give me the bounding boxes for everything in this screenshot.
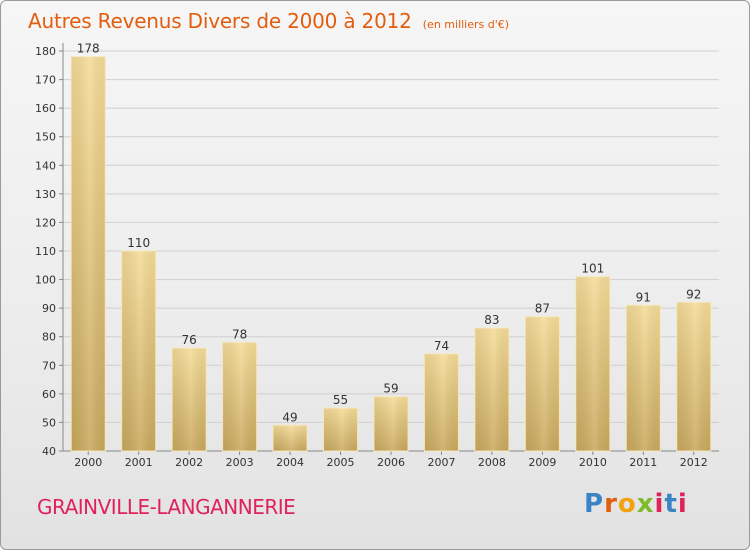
chart-title: Autres Revenus Divers de 2000 à 2012 (en… (28, 9, 509, 33)
bar-shading (222, 342, 257, 451)
bar-shading (626, 305, 661, 451)
logo-letter: P (584, 489, 605, 519)
y-tick-label: 130 (35, 188, 56, 201)
proxiti-logo: Proxiti (584, 489, 688, 519)
bar-value-label: 101 (581, 262, 604, 276)
x-tick-label: 2002 (175, 456, 203, 469)
y-tick-label: 40 (42, 445, 56, 458)
data-labels: 178 110 76 78 49 55 59 74 83 87 101 91 92 (77, 42, 702, 425)
bar-value-label: 78 (232, 327, 247, 341)
bar-value-label: 83 (484, 313, 499, 327)
x-tick-label: 2004 (276, 456, 304, 469)
y-tick-label: 120 (35, 216, 56, 229)
bar-value-label: 76 (182, 333, 197, 347)
bar-shading (172, 348, 207, 451)
logo-letter: i (654, 489, 665, 519)
bar-value-label: 178 (77, 42, 100, 56)
logo-letter: i (677, 489, 688, 519)
logo-letter: t (664, 489, 678, 519)
y-tick-label: 140 (35, 159, 56, 172)
chart-unit-note: (en milliers d'€) (422, 18, 510, 31)
bar-value-label: 59 (383, 382, 398, 396)
bar-shading (525, 316, 560, 451)
chart-title-text: Autres Revenus Divers de 2000 à 2012 (28, 9, 412, 33)
x-tick-label: 2005 (327, 456, 355, 469)
bar-shading (676, 302, 711, 451)
x-tick-label: 2012 (680, 456, 708, 469)
commune-name: GRAINVILLE-LANGANNERIE (37, 495, 296, 519)
y-tick-label: 170 (35, 74, 56, 87)
x-tick-label: 2010 (579, 456, 607, 469)
logo-letter: o (617, 489, 637, 519)
x-tick-label: 2008 (478, 456, 506, 469)
bar-shading (474, 328, 509, 451)
y-tick-label: 110 (35, 245, 56, 258)
y-tick-label: 90 (42, 302, 56, 315)
bar-shading (121, 251, 156, 451)
bar-value-label: 110 (127, 236, 150, 250)
y-tick-label: 60 (42, 388, 56, 401)
bar-value-label: 87 (535, 302, 550, 316)
bar-value-label: 74 (434, 339, 449, 353)
y-tick-label: 100 (35, 274, 56, 287)
y-tick-label: 180 (35, 45, 56, 58)
y-tick-label: 50 (42, 416, 56, 429)
x-tick-label: 2007 (427, 456, 455, 469)
bar-shading (273, 425, 308, 451)
bar-shading (374, 396, 408, 451)
bar-shading (71, 56, 106, 451)
logo-letter: r (604, 489, 618, 519)
bars (70, 56, 712, 452)
x-tick-label: 2009 (528, 456, 556, 469)
x-tick-label: 2011 (629, 456, 657, 469)
bar-value-label: 92 (686, 287, 701, 301)
y-tick-label: 80 (42, 331, 56, 344)
bar-value-label: 55 (333, 393, 348, 407)
y-tick-label: 160 (35, 102, 56, 115)
x-tick-label: 2003 (226, 456, 254, 469)
x-tick-label: 2001 (125, 456, 153, 469)
bar-value-label: 91 (636, 290, 651, 304)
x-tick-label: 2006 (377, 456, 405, 469)
bar-shading (424, 353, 459, 451)
bar-value-label: 49 (282, 410, 297, 424)
y-tick-label: 150 (35, 131, 56, 144)
y-tick-label: 70 (42, 359, 56, 372)
logo-letter: x (636, 489, 655, 519)
x-tick-label: 2000 (74, 456, 102, 469)
bar-shading (575, 276, 610, 451)
bar-shading (323, 408, 358, 451)
